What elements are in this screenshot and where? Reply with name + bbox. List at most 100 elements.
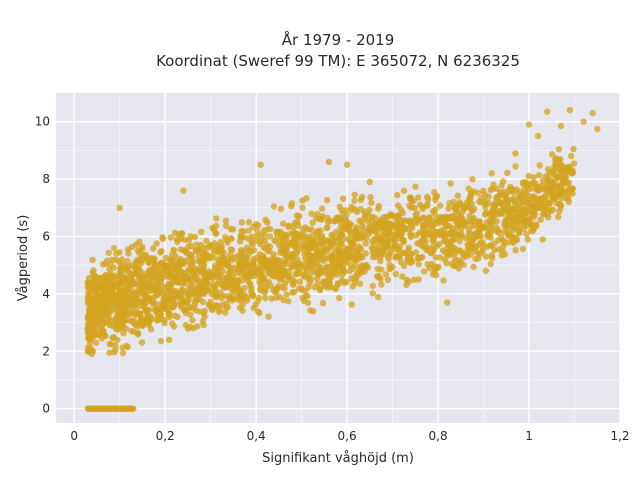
data-point bbox=[400, 238, 407, 245]
data-point bbox=[181, 247, 188, 254]
data-point bbox=[187, 251, 194, 258]
data-point bbox=[264, 247, 271, 254]
data-point bbox=[475, 250, 482, 257]
data-point bbox=[248, 285, 255, 293]
data-point bbox=[445, 205, 452, 212]
data-point bbox=[106, 265, 113, 273]
data-point bbox=[375, 272, 382, 279]
data-point bbox=[436, 240, 443, 248]
data-point bbox=[240, 228, 247, 235]
data-point bbox=[397, 258, 405, 266]
data-point bbox=[326, 217, 333, 225]
data-point bbox=[519, 213, 526, 220]
data-points-layer bbox=[84, 107, 601, 412]
data-point bbox=[472, 255, 479, 262]
data-point bbox=[306, 275, 313, 282]
data-point bbox=[447, 180, 454, 187]
data-point bbox=[317, 227, 324, 234]
data-point bbox=[374, 245, 381, 253]
data-point bbox=[192, 247, 200, 255]
x-tick-label: 0,2 bbox=[156, 429, 175, 443]
data-point bbox=[561, 164, 569, 171]
data-point bbox=[488, 254, 496, 262]
data-point bbox=[234, 269, 241, 276]
data-point bbox=[259, 252, 267, 259]
data-point bbox=[301, 272, 308, 279]
data-point bbox=[420, 236, 428, 243]
data-point bbox=[110, 334, 117, 341]
data-point bbox=[143, 318, 150, 326]
data-point bbox=[364, 217, 371, 224]
data-point bbox=[314, 248, 321, 255]
data-point bbox=[338, 276, 346, 284]
data-point bbox=[460, 261, 467, 268]
data-point bbox=[94, 274, 101, 281]
data-point bbox=[359, 222, 366, 229]
data-point bbox=[110, 273, 118, 281]
data-point bbox=[299, 226, 306, 233]
data-point bbox=[223, 274, 230, 282]
data-point bbox=[424, 261, 431, 268]
data-point bbox=[308, 269, 315, 277]
data-point bbox=[285, 298, 292, 305]
data-point bbox=[169, 297, 176, 304]
x-tick-label: 1 bbox=[525, 429, 533, 443]
data-point bbox=[529, 211, 536, 219]
data-point bbox=[400, 187, 408, 194]
data-point bbox=[94, 279, 101, 286]
data-point bbox=[478, 195, 485, 202]
y-tick-label: 10 bbox=[35, 115, 50, 129]
data-point bbox=[99, 261, 107, 268]
data-point bbox=[348, 275, 355, 282]
data-point bbox=[95, 302, 102, 310]
data-point bbox=[316, 285, 324, 292]
data-point bbox=[424, 196, 432, 203]
data-point bbox=[214, 292, 221, 299]
data-point bbox=[411, 204, 418, 212]
data-point bbox=[144, 283, 151, 290]
data-point bbox=[330, 241, 338, 248]
data-point bbox=[290, 231, 297, 238]
data-point bbox=[125, 250, 132, 257]
y-tick-label: 2 bbox=[42, 344, 50, 358]
data-point bbox=[165, 336, 173, 343]
data-point bbox=[431, 263, 439, 270]
data-point bbox=[92, 284, 99, 291]
data-point bbox=[254, 308, 262, 315]
outlier-point bbox=[594, 125, 601, 133]
data-point bbox=[137, 258, 144, 265]
data-point bbox=[180, 305, 187, 313]
data-point bbox=[90, 327, 97, 334]
data-point bbox=[128, 277, 136, 284]
data-point bbox=[382, 271, 390, 278]
data-point bbox=[185, 291, 192, 298]
data-point bbox=[128, 243, 136, 251]
data-point bbox=[453, 205, 460, 212]
data-point bbox=[314, 211, 321, 218]
data-point bbox=[532, 205, 539, 212]
data-point bbox=[101, 320, 108, 327]
data-point bbox=[248, 233, 256, 240]
data-point bbox=[291, 219, 299, 227]
data-point bbox=[296, 278, 304, 285]
data-point bbox=[253, 268, 260, 275]
data-point bbox=[174, 293, 181, 300]
data-point bbox=[213, 215, 220, 222]
data-point bbox=[257, 285, 264, 292]
data-point bbox=[88, 335, 96, 342]
x-axis-title: Signifikant våghöjd (m) bbox=[262, 451, 414, 466]
data-point bbox=[536, 162, 543, 169]
data-point bbox=[193, 241, 200, 248]
data-point bbox=[242, 253, 249, 260]
data-point bbox=[389, 263, 396, 271]
data-point bbox=[112, 346, 119, 353]
data-point bbox=[392, 270, 399, 278]
data-point bbox=[420, 223, 427, 230]
data-point bbox=[248, 248, 255, 255]
data-point bbox=[239, 234, 247, 241]
data-point bbox=[360, 208, 368, 215]
data-point bbox=[128, 270, 135, 278]
data-point bbox=[464, 218, 471, 225]
data-point bbox=[195, 278, 202, 285]
